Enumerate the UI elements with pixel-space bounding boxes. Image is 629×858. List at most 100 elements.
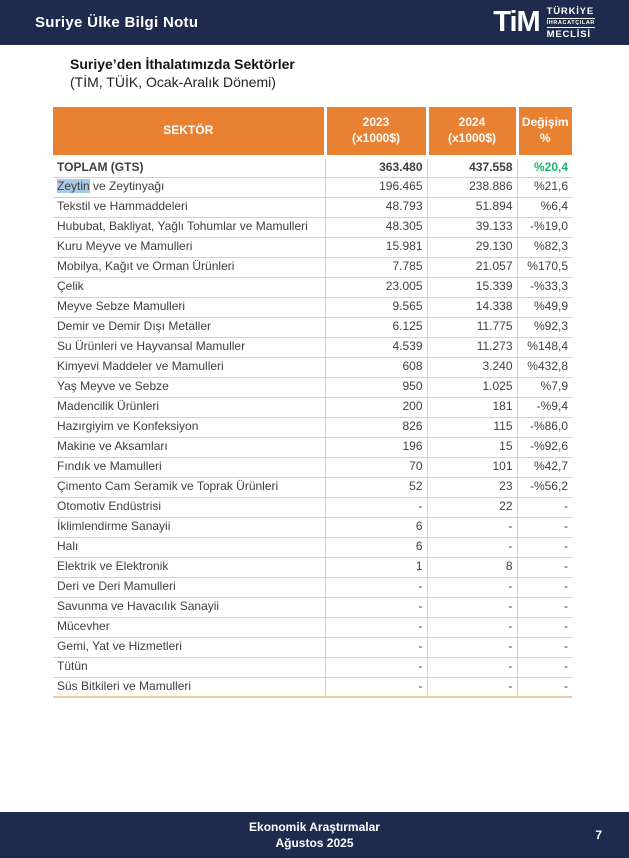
sector-cell: Otomotiv Endüstrisi xyxy=(53,497,325,518)
change-cell: -%9,4 xyxy=(516,397,572,418)
change-cell: - xyxy=(516,657,572,678)
sector-cell: Savunma ve Havacılık Sanayii xyxy=(53,597,325,618)
tim-logo-line1: TÜRKİYE xyxy=(546,5,595,19)
table-row: Kuru Meyve ve Mamulleri 15.981 29.130 %8… xyxy=(53,237,572,258)
value-2023-cell: - xyxy=(324,597,427,618)
value-2023-cell: 950 xyxy=(324,377,427,398)
sector-cell: Demir ve Demir Dışı Metaller xyxy=(53,317,325,338)
value-2024-cell: 39.133 xyxy=(426,217,517,238)
table-subtitle: (TİM, TÜİK, Ocak-Aralık Dönemi) xyxy=(70,74,276,90)
tim-logo-mark: TiM xyxy=(493,6,540,38)
change-cell: %82,3 xyxy=(516,237,572,258)
value-2023-cell: 7.785 xyxy=(324,257,427,278)
column-header-2024: 2024 (x1000$) xyxy=(425,107,517,159)
table-row: Hazırgiyim ve Konfeksiyon 826 115 -%86,0 xyxy=(53,417,572,438)
footer-text: Ekonomik Araştırmalar Ağustos 2025 xyxy=(249,819,380,851)
change-cell: - xyxy=(516,577,572,598)
table-row: Kimyevi Maddeler ve Mamulleri 608 3.240 … xyxy=(53,357,572,378)
sector-cell: Meyve Sebze Mamulleri xyxy=(53,297,325,318)
sector-cell: Su Ürünleri ve Hayvansal Mamuller xyxy=(53,337,325,358)
table-row: Deri ve Deri Mamulleri - - - xyxy=(53,577,572,598)
table-row: Çelik 23.005 15.339 -%33,3 xyxy=(53,277,572,298)
value-2024-cell: 101 xyxy=(426,457,517,478)
table-title: Suriye’den İthalatımızda Sektörler xyxy=(70,56,295,72)
sector-table-body: TOPLAM (GTS) 363.480 437.558 %20,4 Zeyti… xyxy=(53,157,572,698)
value-2023-cell: 6.125 xyxy=(324,317,427,338)
table-row: Gemi, Yat ve Hizmetleri - - - xyxy=(53,637,572,658)
sector-cell: Çimento Cam Seramik ve Toprak Ürünleri xyxy=(53,477,325,498)
sector-cell: Tütün xyxy=(53,657,325,678)
sector-cell: Hazırgiyim ve Konfeksiyon xyxy=(53,417,325,438)
change-cell: - xyxy=(516,517,572,538)
table-row: Makine ve Aksamları 196 15 -%92,6 xyxy=(53,437,572,458)
highlighted-word: Zeytin xyxy=(57,179,90,194)
value-2023-cell: - xyxy=(324,497,427,518)
value-2023-cell: 608 xyxy=(324,357,427,378)
value-2024-cell: 238.886 xyxy=(426,177,517,198)
value-2023-cell: - xyxy=(324,617,427,638)
value-2024-cell: 11.273 xyxy=(426,337,517,358)
change-cell: %49,9 xyxy=(516,297,572,318)
change-cell: - xyxy=(516,637,572,658)
footer-line2: Ağustos 2025 xyxy=(275,836,354,850)
sector-cell: Tekstil ve Hammaddeleri xyxy=(53,197,325,218)
value-2023-cell: 48.793 xyxy=(324,197,427,218)
value-2024-cell: 8 xyxy=(426,557,517,578)
value-2024-cell: 15.339 xyxy=(426,277,517,298)
value-2024-cell: - xyxy=(426,517,517,538)
change-cell: %7,9 xyxy=(516,377,572,398)
table-row: Halı 6 - - xyxy=(53,537,572,558)
value-2023-cell: 826 xyxy=(324,417,427,438)
change-cell: %148,4 xyxy=(516,337,572,358)
change-cell: %20,4 xyxy=(516,157,572,178)
table-row: Madencilik Ürünleri 200 181 -%9,4 xyxy=(53,397,572,418)
tim-logo-line3: MECLİSİ xyxy=(546,28,591,40)
value-2023-cell: 200 xyxy=(324,397,427,418)
sector-cell: Elektrik ve Elektronik xyxy=(53,557,325,578)
table-row: Tütün - - - xyxy=(53,657,572,678)
sector-cell: TOPLAM (GTS) xyxy=(53,157,325,178)
column-header-2023: 2023 (x1000$) xyxy=(323,107,427,159)
value-2023-cell: 196.465 xyxy=(324,177,427,198)
value-2024-cell: 15 xyxy=(426,437,517,458)
table-row: Tekstil ve Hammaddeleri 48.793 51.894 %6… xyxy=(53,197,572,218)
table-title-block: Suriye’den İthalatımızda Sektörler (TİM,… xyxy=(70,56,295,90)
table-header-row: SEKTÖR 2023 (x1000$) 2024 (x1000$) Değişim… xyxy=(53,107,572,159)
value-2023-cell: - xyxy=(324,677,427,698)
value-2023-cell: - xyxy=(324,657,427,678)
table-row: Meyve Sebze Mamulleri 9.565 14.338 %49,9 xyxy=(53,297,572,318)
sector-cell: Fındık ve Mamulleri xyxy=(53,457,325,478)
table-row: Savunma ve Havacılık Sanayii - - - xyxy=(53,597,572,618)
change-cell: - xyxy=(516,617,572,638)
value-2024-cell: - xyxy=(426,537,517,558)
value-2023-cell: 9.565 xyxy=(324,297,427,318)
sector-cell: Çelik xyxy=(53,277,325,298)
table-row: Yaş Meyve ve Sebze 950 1.025 %7,9 xyxy=(53,377,572,398)
change-cell: - xyxy=(516,677,572,698)
change-cell: %92,3 xyxy=(516,317,572,338)
table-row: İklimlendirme Sanayii 6 - - xyxy=(53,517,572,538)
value-2023-cell: - xyxy=(324,637,427,658)
change-cell: %432,8 xyxy=(516,357,572,378)
value-2024-cell: 3.240 xyxy=(426,357,517,378)
sector-cell: Süs Bitkileri ve Mamulleri xyxy=(53,677,325,698)
change-cell: %42,7 xyxy=(516,457,572,478)
change-cell: -%19,0 xyxy=(516,217,572,238)
change-cell: %6,4 xyxy=(516,197,572,218)
value-2024-cell: - xyxy=(426,577,517,598)
column-header-sector: SEKTÖR xyxy=(53,107,325,159)
value-2023-cell: - xyxy=(324,577,427,598)
value-2024-cell: 181 xyxy=(426,397,517,418)
value-2024-cell: 29.130 xyxy=(426,237,517,258)
table-row: Demir ve Demir Dışı Metaller 6.125 11.77… xyxy=(53,317,572,338)
value-2024-cell: 11.775 xyxy=(426,317,517,338)
sector-cell: Madencilik Ürünleri xyxy=(53,397,325,418)
change-cell: %21,6 xyxy=(516,177,572,198)
column-header-change: Değişim% xyxy=(515,107,572,159)
table-row: Fındık ve Mamulleri 70 101 %42,7 xyxy=(53,457,572,478)
value-2024-cell: 23 xyxy=(426,477,517,498)
sector-cell: Hububat, Bakliyat, Yağlı Tohumlar ve Mam… xyxy=(53,217,325,238)
tim-logo: TiM TÜRKİYE İHRACATÇILAR MECLİSİ xyxy=(493,6,595,40)
value-2023-cell: 52 xyxy=(324,477,427,498)
sector-cell: Zeytin ve Zeytinyağı xyxy=(53,177,325,198)
